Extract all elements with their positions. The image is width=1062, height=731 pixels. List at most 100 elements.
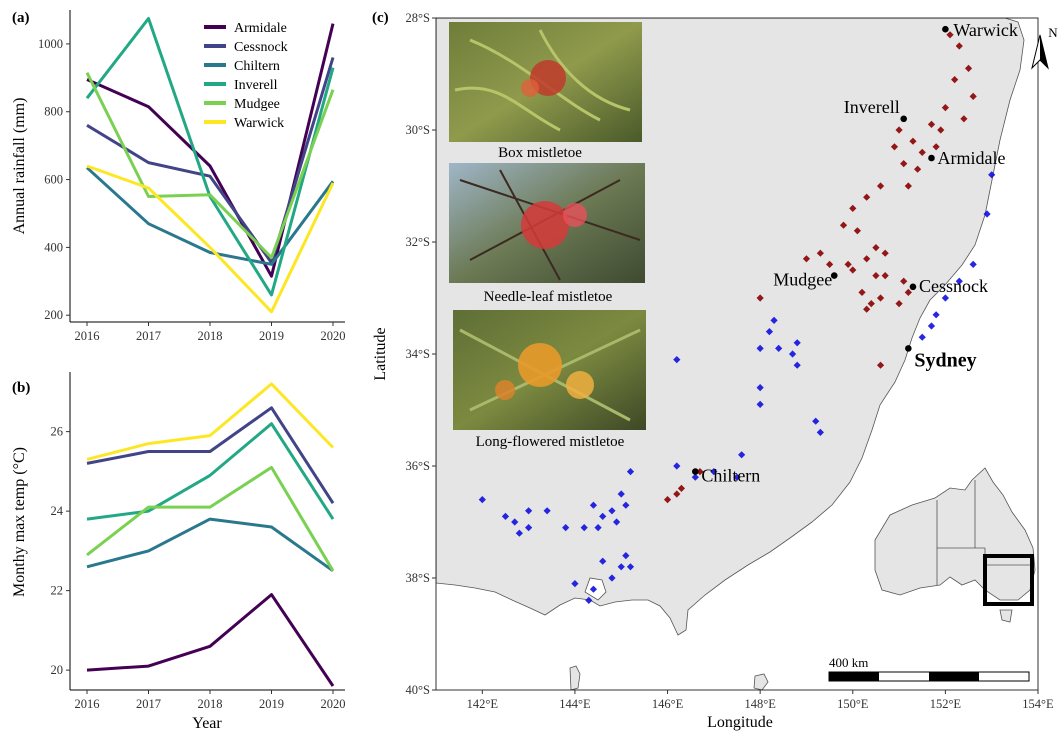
record-point-red bbox=[960, 115, 968, 123]
x-tick-label: 2017 bbox=[136, 697, 161, 711]
record-point-red bbox=[881, 272, 889, 280]
legend-label-mudgee: Mudgee bbox=[234, 97, 280, 112]
record-point-red bbox=[895, 300, 903, 308]
x-tick-label: 2016 bbox=[75, 329, 100, 343]
lat-tick-label: 38°S bbox=[406, 571, 430, 585]
record-point-red bbox=[849, 204, 857, 212]
towns: Warwick Inverell Armidale Mudgee Cessnock Syd… bbox=[692, 20, 1018, 486]
temperature-chart: (b) 20 22 24 26 2016 2017 2018 2019 2020 Year M… bbox=[11, 372, 346, 731]
record-point-blue bbox=[617, 563, 625, 571]
record-point-blue bbox=[585, 596, 593, 604]
series-line-cessnock bbox=[86, 57, 335, 265]
record-point-blue bbox=[589, 585, 598, 593]
x-tick-label: 2016 bbox=[75, 697, 100, 711]
legend-label-inverell: Inverell bbox=[234, 78, 278, 93]
record-point-blue bbox=[599, 557, 607, 565]
record-point-red bbox=[673, 490, 681, 498]
north-arrow-icon bbox=[1031, 34, 1049, 70]
record-point-red bbox=[904, 288, 912, 296]
series-line-inverell bbox=[86, 422, 335, 521]
temp-y-ticks: 20 22 24 26 bbox=[51, 425, 70, 677]
record-point-blue bbox=[478, 496, 486, 504]
record-point-red bbox=[964, 64, 973, 72]
photo-needle-leaf-mistletoe bbox=[449, 163, 645, 283]
longitude-ticks: 142°E 144°E 146°E 148°E 150°E 152°E 154°E bbox=[467, 690, 1054, 711]
record-point-red bbox=[853, 227, 861, 235]
record-point-red bbox=[941, 104, 949, 112]
record-point-red bbox=[900, 160, 908, 168]
record-point-red bbox=[932, 143, 940, 151]
record-point-blue bbox=[511, 518, 519, 526]
series-line-armidale bbox=[86, 593, 335, 687]
record-point-red bbox=[858, 288, 866, 296]
record-point-blue bbox=[673, 462, 681, 470]
x-tick-label: 2017 bbox=[136, 329, 161, 343]
panel-b-label: (b) bbox=[12, 380, 30, 396]
series-line-mudgee bbox=[85, 72, 335, 260]
series-line-chiltern bbox=[85, 166, 335, 266]
x-tick-label: 2020 bbox=[321, 697, 346, 711]
record-point-blue bbox=[525, 524, 533, 532]
lon-tick-label: 142°E bbox=[467, 697, 499, 711]
record-point-red bbox=[876, 294, 885, 302]
record-point-red bbox=[867, 300, 875, 308]
record-point-blue bbox=[955, 277, 963, 285]
x-tick-label: 2018 bbox=[198, 329, 223, 343]
record-point-blue bbox=[608, 574, 616, 582]
scale-bar-label: 400 km bbox=[829, 655, 868, 670]
caption-long-flowered-mistletoe: Long-flowered mistletoe bbox=[476, 434, 625, 450]
record-point-blue bbox=[770, 316, 778, 324]
legend-label-warwick: Warwick bbox=[234, 116, 284, 131]
record-point-blue bbox=[983, 210, 991, 218]
record-point-red bbox=[895, 126, 903, 134]
town-marker-warwick bbox=[942, 25, 949, 33]
longitude-title: Longitude bbox=[707, 714, 773, 731]
temp-y-title: Monthy max temp (°C) bbox=[11, 447, 28, 597]
record-point-blue bbox=[756, 384, 764, 392]
record-point-red bbox=[756, 294, 764, 302]
record-point-blue bbox=[594, 524, 602, 532]
x-tick-label: 2018 bbox=[198, 697, 223, 711]
record-point-blue bbox=[589, 501, 598, 509]
record-point-red bbox=[849, 266, 857, 274]
lon-tick-label: 152°E bbox=[930, 697, 962, 711]
record-point-red bbox=[955, 42, 963, 50]
record-point-blue bbox=[580, 524, 588, 532]
record-point-blue bbox=[765, 328, 774, 336]
record-point-blue bbox=[543, 507, 551, 515]
series-line-mudgee bbox=[86, 465, 335, 572]
lat-tick-label: 30°S bbox=[406, 123, 430, 137]
legend: Armidale Cessnock Chiltern Inverell Mudgee Wa… bbox=[204, 21, 288, 131]
north-label: N bbox=[1048, 25, 1058, 40]
scale-bar bbox=[828, 671, 1030, 682]
lat-tick-label: 32°S bbox=[406, 235, 430, 249]
distribution-map: (c) Warwick Inverell Armidale Mudgee Cessnoc… bbox=[372, 10, 1058, 731]
town-marker-armidale bbox=[928, 154, 935, 162]
latitude-title: Latitude bbox=[372, 327, 389, 380]
record-point-blue bbox=[793, 361, 801, 369]
y-tick-label: 600 bbox=[44, 173, 63, 187]
lon-tick-label: 150°E bbox=[837, 697, 869, 711]
record-point-blue bbox=[622, 501, 630, 509]
lon-tick-label: 154°E bbox=[1022, 697, 1054, 711]
town-label-inverell: Inverell bbox=[844, 97, 900, 117]
record-point-red bbox=[876, 361, 885, 369]
town-marker-inverell bbox=[900, 115, 908, 123]
record-point-blue bbox=[793, 339, 801, 347]
record-point-red bbox=[802, 255, 811, 263]
record-point-blue bbox=[969, 260, 977, 268]
record-point-blue bbox=[613, 518, 621, 526]
record-point-red bbox=[937, 126, 945, 134]
photo-box-mistletoe bbox=[449, 22, 642, 142]
lon-tick-label: 146°E bbox=[652, 697, 684, 711]
record-point-red bbox=[844, 260, 852, 268]
record-point-blue bbox=[941, 294, 949, 302]
rainfall-x-ticks: 2016 2017 2018 2019 2020 bbox=[75, 322, 346, 343]
record-point-red bbox=[863, 255, 871, 263]
caption-needle-leaf-mistletoe: Needle-leaf mistletoe bbox=[484, 289, 613, 305]
legend-label-chiltern: Chiltern bbox=[234, 59, 280, 74]
y-tick-label: 1000 bbox=[38, 37, 63, 51]
record-point-blue bbox=[525, 507, 533, 515]
record-point-red bbox=[816, 249, 824, 257]
town-label-warwick: Warwick bbox=[953, 20, 1018, 40]
